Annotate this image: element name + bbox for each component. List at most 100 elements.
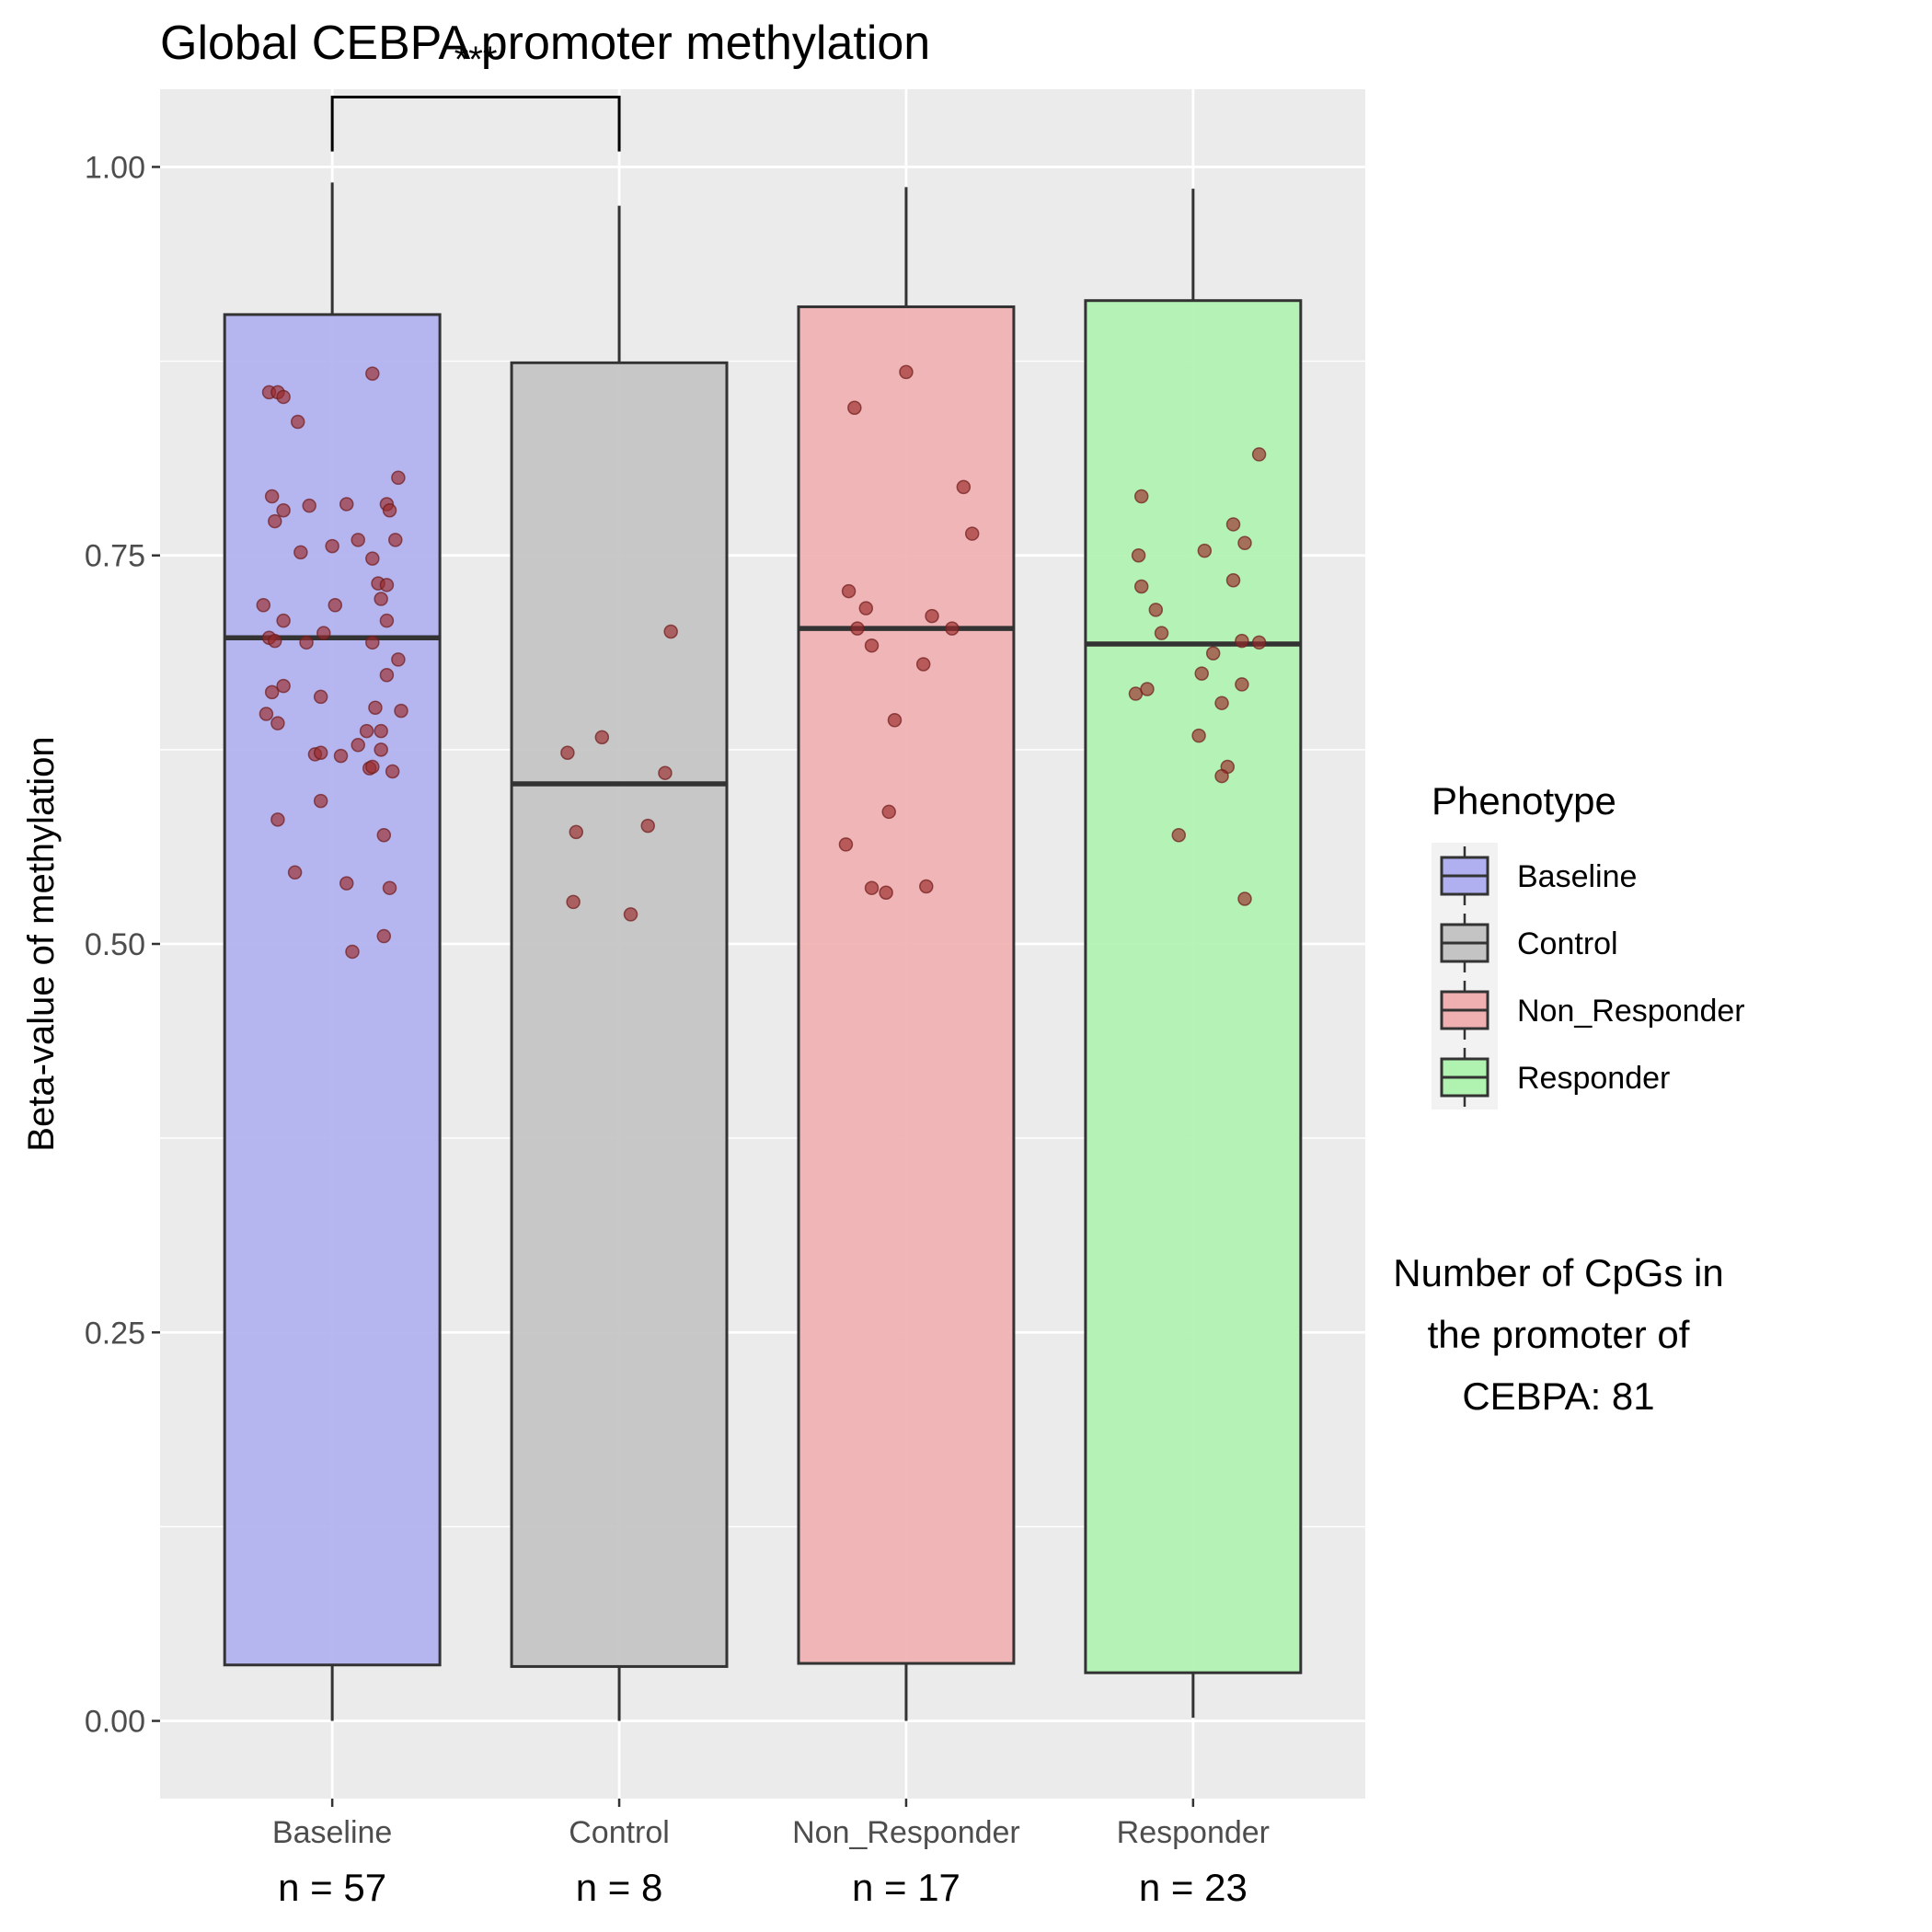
y-tick-label: 1.00 <box>85 150 145 185</box>
data-point <box>365 759 380 775</box>
data-point <box>299 635 314 650</box>
y-tick-label: 0.50 <box>85 927 145 962</box>
data-point <box>268 513 282 529</box>
data-point <box>313 793 328 809</box>
data-point <box>268 633 282 649</box>
data-point <box>391 470 406 486</box>
legend-item-non_responder: Non_Responder <box>1440 981 1745 1040</box>
data-point <box>368 700 383 716</box>
data-point <box>365 551 380 566</box>
data-point <box>379 578 395 592</box>
data-point <box>956 479 972 495</box>
data-point <box>264 489 280 504</box>
x-tick-label: Baseline <box>272 1815 392 1850</box>
note-line: the promoter of <box>1428 1313 1690 1356</box>
data-point <box>328 598 343 613</box>
legend-label: Baseline <box>1517 859 1637 894</box>
data-point <box>345 944 360 960</box>
note-line: Number of CpGs in <box>1393 1251 1723 1294</box>
data-point <box>919 879 934 894</box>
data-point <box>379 613 395 628</box>
data-point <box>925 608 939 624</box>
data-point <box>1154 626 1169 640</box>
data-point <box>1205 646 1221 661</box>
data-point <box>316 626 331 640</box>
x-tick-label: Non_Responder <box>792 1815 1020 1850</box>
note-line: CEBPA: 81 <box>1462 1374 1654 1418</box>
data-point <box>560 745 575 760</box>
data-point <box>1251 635 1267 650</box>
data-point <box>1235 677 1249 692</box>
data-point <box>881 804 896 820</box>
legend-label: Control <box>1517 926 1618 961</box>
data-point <box>663 624 678 639</box>
legend-label: Responder <box>1517 1061 1670 1096</box>
data-point <box>887 713 903 728</box>
data-point <box>1171 828 1187 843</box>
data-point <box>569 824 584 840</box>
data-point <box>1191 728 1206 743</box>
data-point <box>259 707 274 721</box>
sample-count-label: n = 57 <box>278 1866 386 1909</box>
data-point <box>658 765 673 780</box>
significance-bracket: *** <box>330 40 621 152</box>
data-point <box>964 526 980 541</box>
data-point <box>382 502 397 518</box>
data-point <box>391 652 406 667</box>
data-point <box>640 818 655 834</box>
data-point <box>376 828 392 843</box>
box-iqr <box>1084 299 1303 1674</box>
data-point <box>290 414 305 430</box>
legend-label: Non_Responder <box>1517 994 1745 1029</box>
sample-count-label: n = 23 <box>1139 1866 1248 1909</box>
data-point <box>1194 666 1209 681</box>
legend-item-baseline: Baseline <box>1440 846 1637 905</box>
data-point <box>850 621 865 636</box>
data-point <box>1237 891 1252 906</box>
data-point <box>351 738 365 753</box>
axes: 0.00 0.25 0.50 0.75 1.00 Baseline n = 57 Contro… <box>85 150 1270 1909</box>
data-point <box>1197 543 1213 558</box>
data-point <box>1237 535 1252 550</box>
data-point <box>351 533 365 547</box>
bracket-line <box>330 95 621 152</box>
data-point <box>276 389 291 405</box>
significance-label: *** <box>454 40 498 80</box>
data-point <box>374 723 388 739</box>
data-point <box>623 907 638 922</box>
x-tick-label: Responder <box>1117 1815 1270 1850</box>
legend-item-control: Control <box>1440 914 1618 972</box>
chart-title: Global CEBPA promoter methylation <box>160 17 930 70</box>
data-point <box>1148 603 1164 617</box>
data-point <box>1225 573 1241 588</box>
data-point <box>376 928 392 944</box>
sample-count-label: n = 17 <box>852 1866 960 1909</box>
box-iqr <box>510 361 729 1668</box>
box-iqr <box>797 305 1016 1665</box>
data-point <box>270 716 285 730</box>
data-point <box>339 876 354 891</box>
data-point <box>276 678 291 694</box>
data-point <box>1133 489 1149 504</box>
data-point <box>1133 579 1149 594</box>
x-tick-label: Control <box>569 1815 670 1850</box>
data-point <box>359 723 374 739</box>
data-point <box>264 684 280 700</box>
boxplot-responder <box>1084 189 1303 1719</box>
y-tick-label: 0.25 <box>85 1316 145 1351</box>
data-point <box>385 764 400 779</box>
data-point <box>864 638 880 653</box>
data-point <box>864 880 880 895</box>
data-point <box>287 865 303 880</box>
data-point <box>365 366 380 381</box>
sample-count-label: n = 8 <box>576 1866 663 1909</box>
data-point <box>1214 768 1229 784</box>
data-point <box>325 538 339 554</box>
data-point <box>388 533 403 547</box>
data-point <box>899 364 914 380</box>
data-point <box>382 880 397 895</box>
data-point <box>858 601 874 615</box>
data-point <box>276 613 291 628</box>
data-point <box>838 837 854 852</box>
